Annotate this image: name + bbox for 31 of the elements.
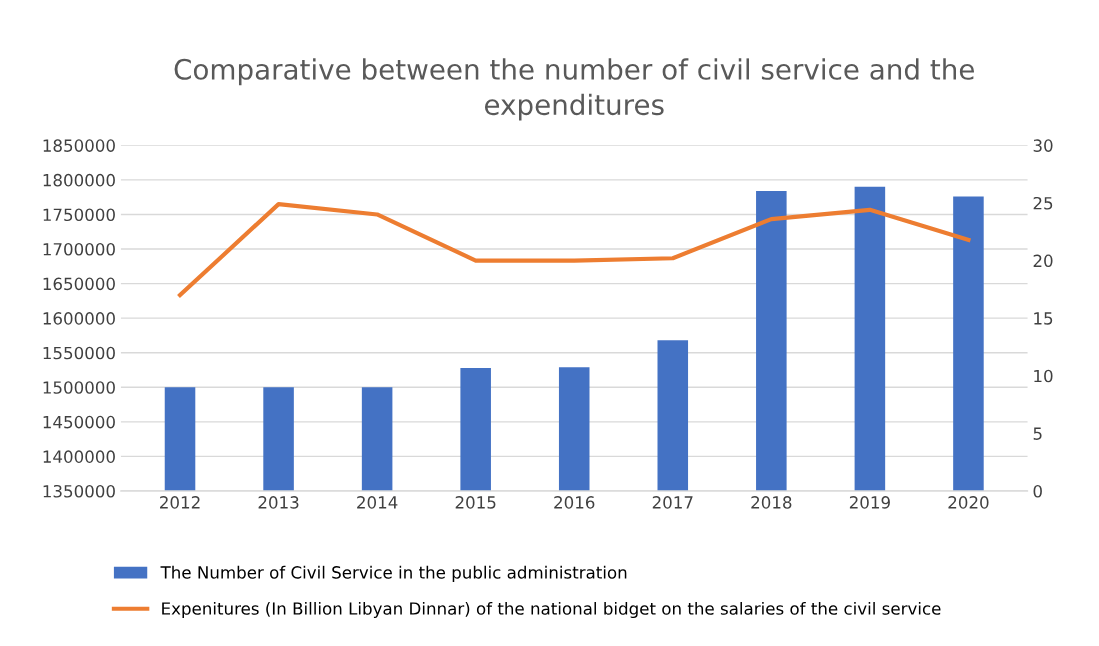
chart-title: Comparative between the number of civil service and the expenditures (174, 58, 974, 121)
y-tick-label: 1800000 (43, 173, 115, 187)
y2-tick-label: 15 (1034, 312, 1053, 325)
y-tick-label: 1650000 (43, 277, 115, 291)
y2-tick-label: 0 (1033, 484, 1042, 498)
y-tick-label: 1750000 (43, 208, 115, 222)
y2-tick-label: 25 (1033, 196, 1053, 210)
y2-tick-label: 5 (1033, 427, 1042, 440)
y-tick-label: 1350000 (43, 484, 115, 498)
y2-tick-label: 20 (1033, 254, 1053, 268)
y-tick-label: 1400000 (43, 450, 115, 463)
y-tick-label: 1450000 (43, 415, 115, 429)
x-tick-label: 2018 (751, 496, 792, 509)
y-tick-label: 1850000 (43, 139, 115, 152)
x-tick-label: 2020 (948, 496, 989, 509)
x-tick-label: 2016 (554, 496, 595, 509)
x-tick-label: 2015 (455, 496, 496, 509)
x-tick-label: 2012 (160, 496, 200, 509)
y-tick-label: 1500000 (43, 381, 115, 394)
y-tick-label: 1700000 (43, 243, 115, 256)
y2-tick-label: 10 (1034, 369, 1053, 383)
legend-label: The Number of Civil Service in the public administration (160, 565, 627, 582)
x-tick-label: 2013 (258, 496, 299, 509)
y-tick-label: 1550000 (43, 346, 115, 360)
x-tick-label: 2019 (849, 496, 890, 509)
line-series (177, 202, 971, 298)
y2-tick-label: 30 (1033, 139, 1053, 152)
x-tick-label: 2014 (357, 496, 398, 509)
legend-label: Expenitures (In Billion Libyan Dinnar) of the national bidget on the salaries of the civil service (162, 601, 941, 619)
y-tick-label: 1600000 (43, 312, 115, 325)
x-tick-label: 2017 (652, 496, 693, 509)
